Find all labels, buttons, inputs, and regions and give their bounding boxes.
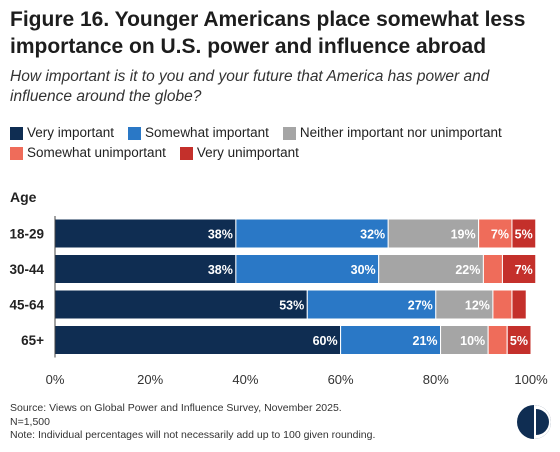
legend-label-somewhat-important: Somewhat important: [145, 125, 269, 140]
category-label-65: 65+: [21, 333, 44, 348]
data-label-30-44-neither-important-nor-unimportant: 22%: [455, 263, 480, 277]
bar-65-somewhat-unimportant: [487, 325, 508, 355]
x-tick-label-100: 100%: [514, 372, 548, 387]
x-tick-label-20: 20%: [137, 372, 163, 387]
bar-30-44-somewhat-unimportant: [482, 254, 503, 284]
legend-item-very-unimportant: Very unimportant: [179, 143, 299, 163]
legend-item-somewhat-important: Somewhat important: [128, 123, 269, 143]
legend-item-somewhat-unimportant: Somewhat unimportant: [10, 143, 166, 163]
data-label-30-44-somewhat-important: 30%: [351, 263, 376, 277]
chart-subtitle: How important is it to you and your futu…: [10, 68, 490, 105]
bar-45-64-somewhat-important: [306, 289, 437, 320]
bar-65-very-important: [54, 325, 342, 355]
legend-swatch-somewhat-unimportant: [10, 146, 23, 160]
stacked-bar-chart: 18-29 38% 32% 19% 7% 5% 30-44 38% 30% 22% 7% 45-64 5…: [9, 216, 548, 387]
logo-icon: [517, 405, 551, 439]
data-label-18-29-very-unimportant: 5%: [515, 228, 533, 242]
category-label-18-29: 18-29: [9, 227, 44, 242]
bar-18-29-somewhat-unimportant: [478, 218, 513, 249]
data-label-65-somewhat-important: 21%: [413, 334, 438, 348]
category-label-30-44: 30-44: [9, 262, 44, 277]
data-label-30-44-very-unimportant: 7%: [515, 263, 533, 277]
bar-18-29-very-unimportant: [511, 218, 537, 249]
legend-label-very-important: Very important: [27, 125, 115, 140]
legend-row-2: Somewhat unimportant Very unimportant: [10, 143, 555, 163]
rounding-note: Note: Individual percentages will not ne…: [10, 429, 376, 441]
legend: Very important Somewhat important Neithe…: [10, 123, 555, 163]
data-label-45-64-somewhat-important: 27%: [408, 299, 433, 313]
legend-item-very-important: Very important: [10, 123, 114, 143]
legend-row-1: Very important Somewhat important Neithe…: [10, 123, 555, 143]
legend-swatch-very-important: [10, 126, 23, 140]
x-tick-label-0: 0%: [46, 372, 65, 387]
bar-45-64-very-important: [54, 289, 308, 320]
data-label-18-29-somewhat-important: 32%: [360, 228, 385, 242]
bar-18-29-somewhat-important: [235, 218, 389, 249]
bar-45-64-somewhat-unimportant: [492, 289, 513, 320]
legend-swatch-neither: [282, 126, 296, 140]
data-label-45-64-very-important: 53%: [279, 299, 304, 313]
data-label-18-29-very-important: 38%: [208, 228, 233, 242]
bar-30-44-somewhat-important: [235, 254, 380, 284]
bar-30-44-very-important: [54, 254, 237, 284]
bar-45-64-neither-important-nor-unimportant: [435, 289, 494, 320]
bar-18-29-neither-important-nor-unimportant: [387, 218, 480, 249]
data-label-18-29-somewhat-unimportant: 7%: [491, 228, 509, 242]
x-tick-label-60: 60%: [328, 372, 354, 387]
bar-30-44-very-unimportant: [501, 254, 537, 284]
source-note: Source: Views on Global Power and Influe…: [10, 402, 342, 414]
legend-swatch-somewhat-important: [128, 126, 142, 140]
footer: Source: Views on Global Power and Influe…: [10, 402, 500, 443]
data-label-30-44-very-important: 38%: [208, 263, 233, 277]
y-axis-title: Age: [10, 189, 37, 205]
category-label-45-64: 45-64: [9, 298, 44, 313]
sample-size: N=1,500: [10, 415, 50, 428]
data-label-45-64-neither-important-nor-unimportant: 12%: [465, 299, 490, 313]
x-tick-label-80: 80%: [423, 372, 449, 387]
data-label-65-very-unimportant: 5%: [510, 334, 528, 348]
bar-65-somewhat-important: [340, 325, 442, 355]
legend-label-very-unimportant: Very unimportant: [196, 145, 299, 160]
data-label-65-very-important: 60%: [313, 334, 338, 348]
legend-swatch-very-unimportant: [179, 146, 193, 160]
bar-18-29-very-important: [54, 218, 237, 249]
chart-title: Figure 16. Younger Americans place somew…: [10, 8, 526, 58]
data-label-65-neither-important-nor-unimportant: 10%: [460, 334, 485, 348]
data-label-18-29-neither-important-nor-unimportant: 19%: [451, 228, 476, 242]
bar-65-very-unimportant: [506, 325, 532, 355]
x-tick-label-40: 40%: [232, 372, 258, 387]
legend-label-neither: Neither important nor unimportant: [299, 125, 502, 140]
legend-item-neither: Neither important nor unimportant: [282, 123, 502, 143]
bar-45-64-very-unimportant: [511, 289, 527, 320]
legend-label-somewhat-unimportant: Somewhat unimportant: [27, 145, 166, 160]
